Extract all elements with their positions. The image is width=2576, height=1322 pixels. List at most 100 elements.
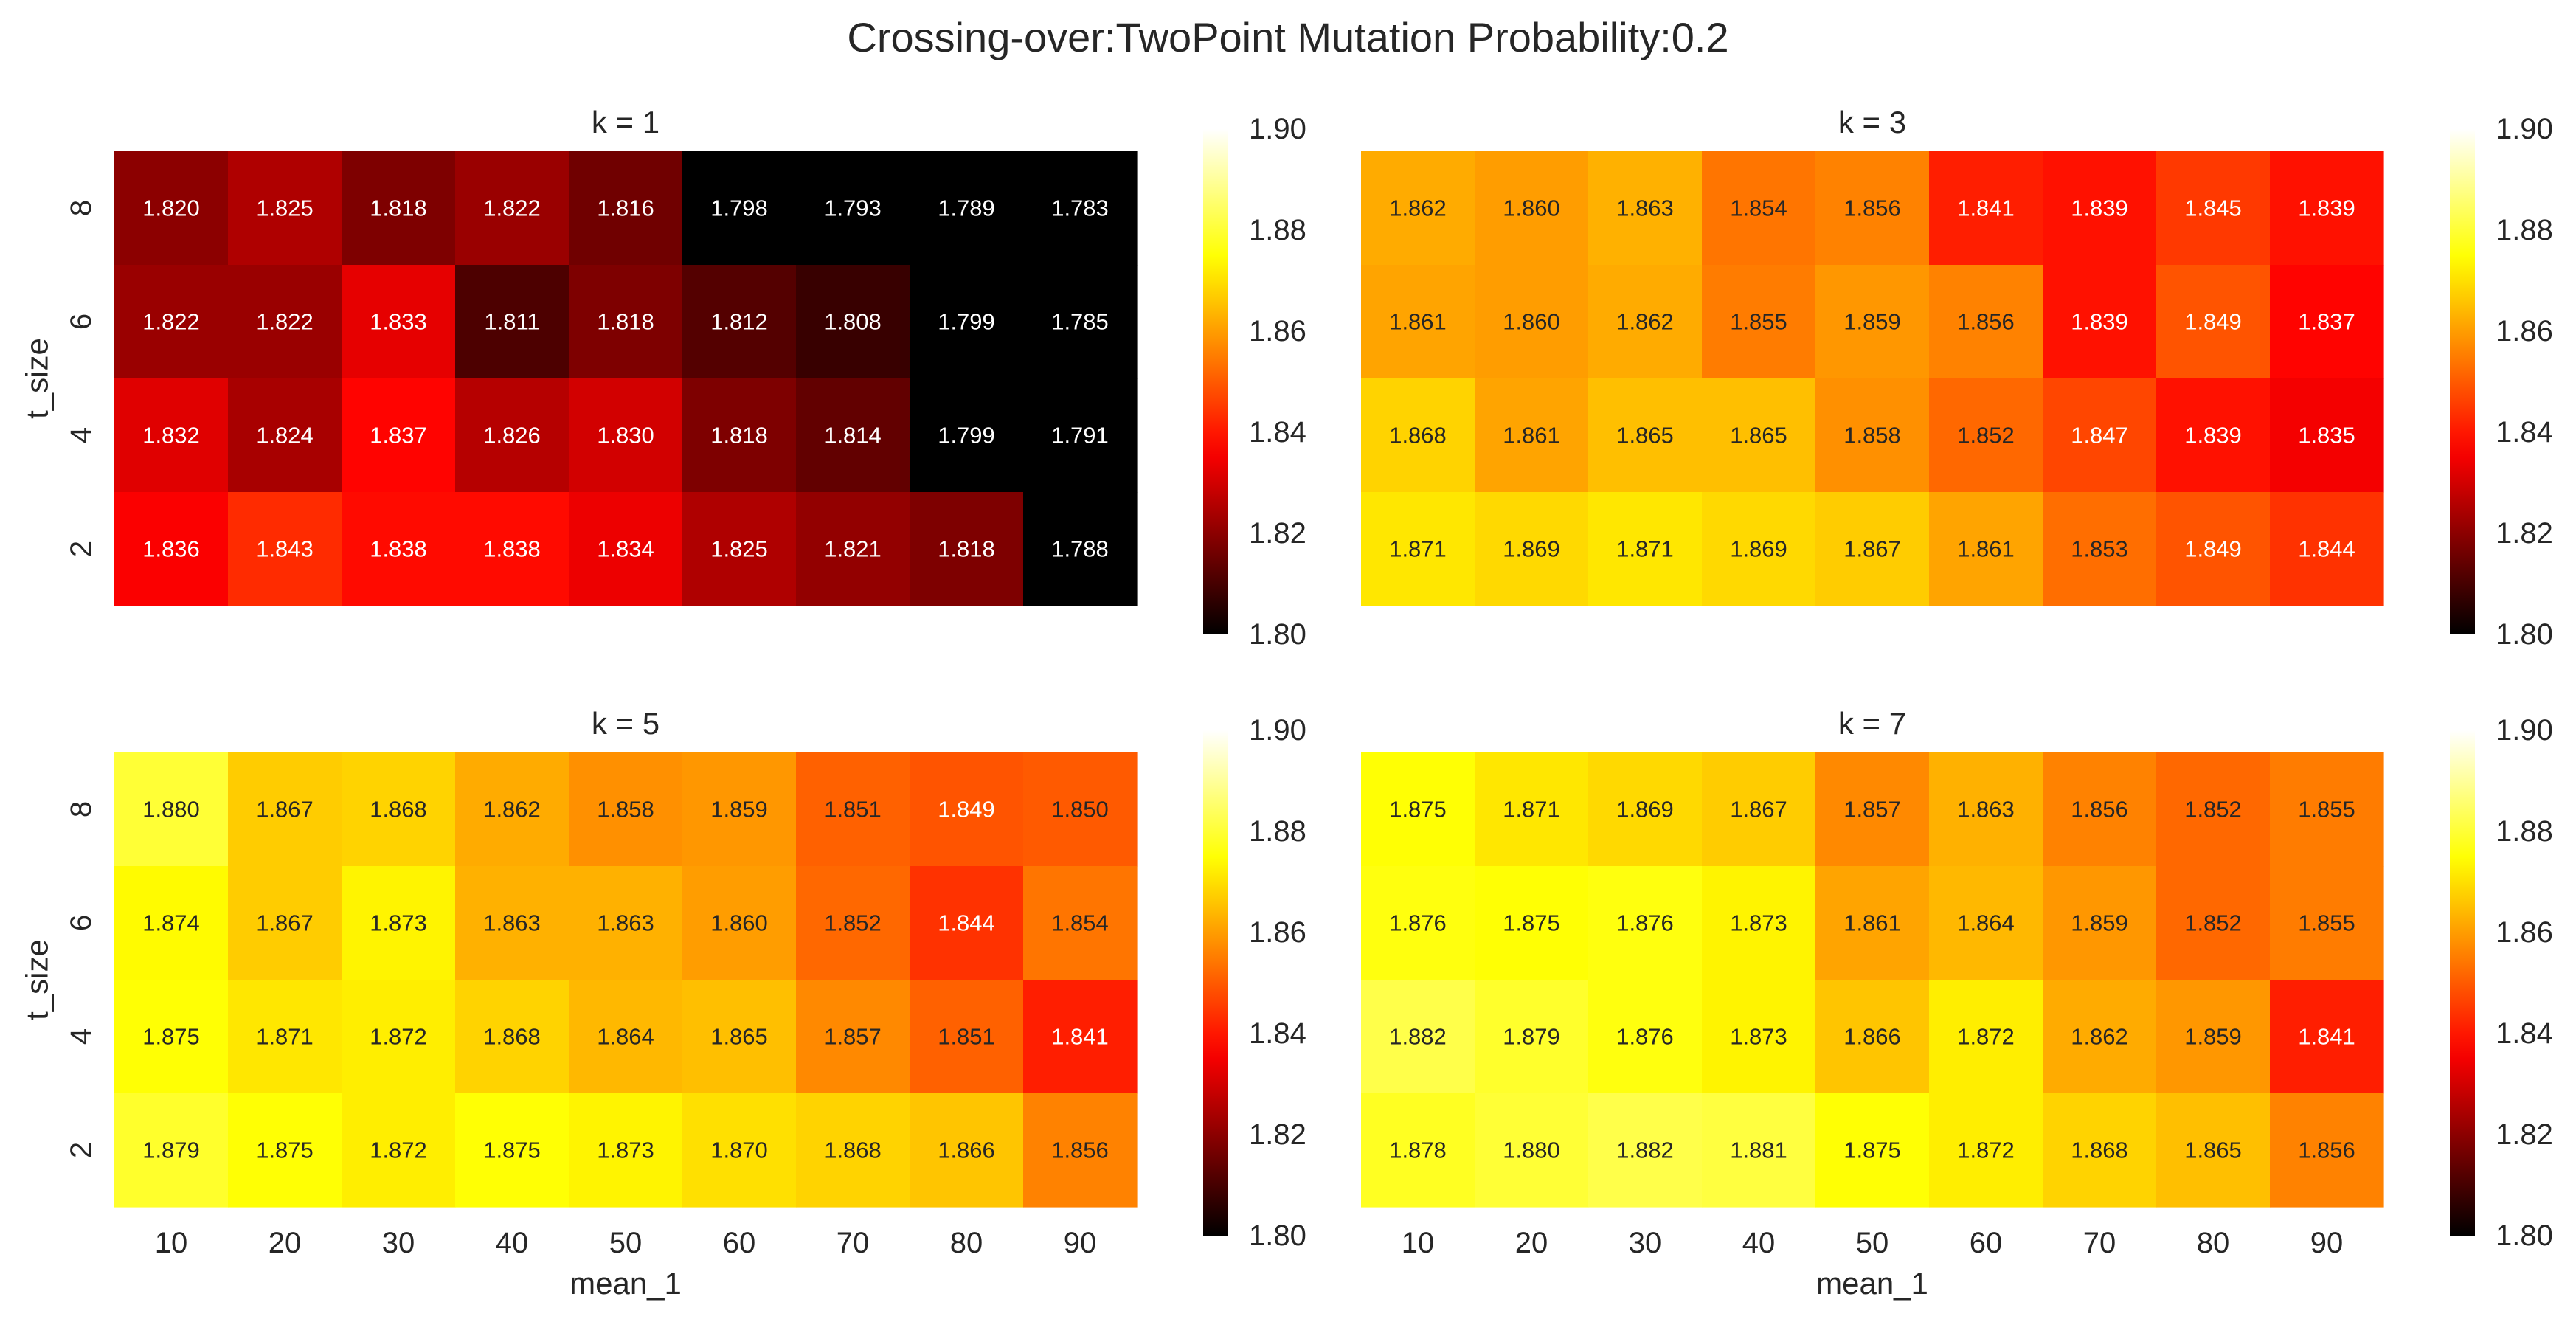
- x-tick-label: 20: [269, 1227, 302, 1259]
- heatmap-cell: [2156, 1093, 2271, 1208]
- cell-value-label: 1.852: [2184, 910, 2242, 936]
- cell-value-label: 1.849: [2184, 536, 2242, 562]
- x-axis-label: mean_1: [569, 1266, 682, 1301]
- cell-value-label: 1.856: [2071, 797, 2128, 823]
- cell-value-label: 1.871: [256, 1024, 314, 1050]
- heatmap-cell: [114, 265, 229, 379]
- heatmap-cell: [455, 1093, 569, 1208]
- cell-value-label: 1.859: [2184, 1024, 2242, 1050]
- cell-value-label: 1.873: [1730, 1024, 1787, 1050]
- colorbar-tick-label: 1.86: [2496, 916, 2553, 949]
- heatmap-cell: [796, 866, 910, 980]
- heatmap-cell: [1475, 980, 1589, 1094]
- heatmap-cell: [1929, 752, 2043, 867]
- colorbar-tick-label: 1.88: [2496, 815, 2553, 848]
- heatmap-cell: [1023, 752, 1138, 867]
- heatmap-cell: [569, 752, 683, 867]
- heatmap-cell: [228, 378, 342, 493]
- cell-value-label: 1.789: [938, 195, 995, 221]
- heatmap-cell: [1702, 151, 1816, 266]
- colorbar-tick-label: 1.90: [2496, 714, 2553, 747]
- heatmap-cell: [1023, 866, 1138, 980]
- cell-value-label: 1.841: [1957, 195, 2015, 221]
- heatmap-cell: [342, 1093, 456, 1208]
- x-tick-label: 50: [609, 1227, 643, 1259]
- cell-value-label: 1.858: [597, 797, 654, 823]
- cell-value-label: 1.868: [2071, 1138, 2128, 1163]
- cell-value-label: 1.875: [1843, 1138, 1901, 1163]
- heatmap-cell: [1588, 866, 1703, 980]
- cell-value-label: 1.837: [370, 423, 427, 449]
- heatmap-cell: [114, 980, 229, 1094]
- x-tick-label: 80: [2197, 1227, 2230, 1259]
- y-tick-label: 8: [65, 200, 97, 216]
- cell-value-label: 1.856: [2298, 1138, 2355, 1163]
- cell-value-label: 1.863: [597, 910, 654, 936]
- colorbar-tick-label: 1.82: [1249, 1118, 1306, 1151]
- colorbar-tick-label: 1.84: [1249, 1017, 1306, 1050]
- cell-value-label: 1.812: [710, 309, 768, 335]
- heatmap-cell: [228, 1093, 342, 1208]
- cell-value-label: 1.857: [1843, 797, 1901, 823]
- cell-value-label: 1.866: [1843, 1024, 1901, 1050]
- cell-value-label: 1.847: [2071, 423, 2128, 449]
- cell-value-label: 1.818: [710, 423, 768, 449]
- cell-value-label: 1.862: [1389, 195, 1447, 221]
- heatmap-cell: [910, 980, 1024, 1094]
- heatmap-cell: [796, 265, 910, 379]
- cell-value-label: 1.841: [1051, 1024, 1109, 1050]
- x-tick-label: 90: [2310, 1227, 2344, 1259]
- cell-value-label: 1.855: [1730, 309, 1787, 335]
- cell-value-label: 1.849: [2184, 309, 2242, 335]
- cell-value-label: 1.881: [1730, 1138, 1787, 1163]
- heatmap-panel-3: k = 51.880 1.867 1.868 1.862 1.858 1.859 1.851…: [20, 706, 1306, 1301]
- cell-value-label: 1.783: [1051, 195, 1109, 221]
- heatmap-cell: [342, 151, 456, 266]
- cell-value-label: 1.865: [710, 1024, 768, 1050]
- cell-value-label: 1.876: [1616, 1024, 1674, 1050]
- heatmap-cell: [910, 378, 1024, 493]
- cell-value-label: 1.811: [484, 309, 539, 335]
- cell-value-label: 1.855: [2298, 797, 2355, 823]
- heatmap-cell: [2156, 980, 2271, 1094]
- y-tick-label: 2: [65, 1142, 97, 1158]
- heatmap-cell: [1023, 492, 1138, 606]
- cell-value-label: 1.850: [1051, 797, 1109, 823]
- panel-title: k = 7: [1838, 706, 1906, 741]
- heatmap-cell: [2270, 1093, 2384, 1208]
- heatmap-cell: [1702, 378, 1816, 493]
- cell-value-label: 1.856: [1957, 309, 2015, 335]
- cell-value-label: 1.855: [2298, 910, 2355, 936]
- cell-value-label: 1.862: [483, 797, 541, 823]
- heatmap-cell: [1588, 378, 1703, 493]
- cell-value-label: 1.854: [1051, 910, 1109, 936]
- cell-value-label: 1.869: [1730, 536, 1787, 562]
- heatmap-cell: [2270, 752, 2384, 867]
- cell-value-label: 1.869: [1616, 797, 1674, 823]
- heatmap-cell: [1361, 1093, 1475, 1208]
- cell-value-label: 1.880: [1503, 1138, 1560, 1163]
- heatmap-cell: [1361, 151, 1475, 266]
- x-tick-label: 10: [1402, 1227, 1435, 1259]
- cell-value-label: 1.867: [1730, 797, 1787, 823]
- cell-value-label: 1.865: [2184, 1138, 2242, 1163]
- heatmap-cell: [2270, 151, 2384, 266]
- cell-value-label: 1.822: [483, 195, 541, 221]
- cell-value-label: 1.882: [1616, 1138, 1674, 1163]
- heatmap-cell: [1361, 265, 1475, 379]
- heatmap-cell: [1475, 752, 1589, 867]
- colorbar-tick-label: 1.88: [2496, 214, 2553, 246]
- colorbar-tick-label: 1.86: [1249, 916, 1306, 949]
- cell-value-label: 1.788: [1051, 536, 1109, 562]
- heatmap-cell: [1023, 980, 1138, 1094]
- cell-value-label: 1.873: [597, 1138, 654, 1163]
- heatmap-cell: [1702, 752, 1816, 867]
- colorbar-tick-label: 1.80: [2496, 1219, 2553, 1252]
- x-tick-label: 90: [1064, 1227, 1097, 1259]
- cell-value-label: 1.863: [1616, 195, 1674, 221]
- colorbar-tick-label: 1.84: [2496, 416, 2553, 449]
- cell-value-label: 1.875: [142, 1024, 200, 1050]
- cell-value-label: 1.818: [938, 536, 995, 562]
- cell-value-label: 1.876: [1616, 910, 1674, 936]
- y-axis-label: t_size: [20, 939, 55, 1020]
